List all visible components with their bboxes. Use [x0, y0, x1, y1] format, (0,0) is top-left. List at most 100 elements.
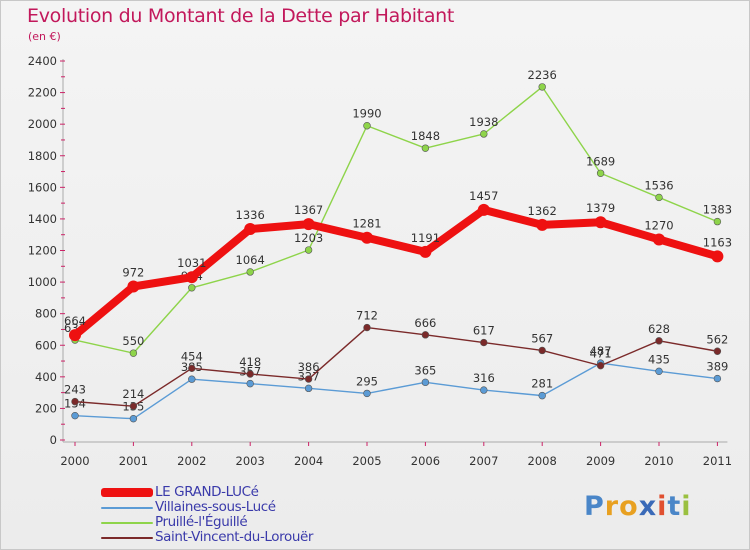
data-point-villaines-sous-luc [421, 378, 430, 387]
y-tick-label: 2000 [28, 117, 57, 131]
legend-swatch [101, 522, 153, 524]
data-point-villaines-sous-luc [713, 374, 722, 383]
data-point-le-grand-luc [185, 271, 198, 284]
data-label-pruill-l-guill: 1383 [703, 203, 732, 217]
data-point-le-grand-luc [536, 218, 549, 231]
y-tick-label: 800 [35, 307, 57, 321]
data-point-villaines-sous-luc [363, 389, 371, 398]
data-point-pruill-l-guill [538, 83, 546, 91]
y-tick-label: 2400 [28, 54, 57, 68]
proxiti-logo: Proxiti [584, 491, 692, 522]
data-point-villaines-sous-luc [188, 375, 196, 383]
series-line-saint-vincent-du-lorou-r [74, 326, 719, 407]
data-label-villaines-sous-luc: 389 [706, 360, 728, 374]
x-tick-label: 2011 [703, 454, 732, 468]
logo-letter: i [657, 491, 668, 522]
data-label-le-grand-luc: 1191 [411, 231, 440, 245]
data-point-villaines-sous-luc [129, 414, 138, 423]
data-point-pruill-l-guill [713, 217, 722, 226]
y-tick-label: 1600 [28, 180, 57, 194]
legend-label: Saint-Vincent-du-Lorouër [155, 529, 314, 545]
logo-letter: o [619, 491, 639, 522]
data-label-villaines-sous-luc: 316 [473, 371, 495, 385]
data-label-saint-vincent-du-lorou-r: 418 [239, 355, 261, 369]
data-label-le-grand-luc: 972 [122, 266, 144, 280]
logo-letter: i [681, 491, 692, 522]
data-point-pruill-l-guill [596, 169, 605, 177]
data-label-saint-vincent-du-lorou-r: 454 [181, 349, 203, 363]
legend-label: Pruillé-l'Éguillé [155, 514, 248, 530]
data-point-pruill-l-guill [655, 193, 663, 202]
data-label-le-grand-luc: 1362 [528, 204, 557, 218]
data-point-pruill-l-guill [421, 144, 430, 152]
data-point-saint-vincent-du-lorou-r [596, 361, 605, 370]
data-point-saint-vincent-du-lorou-r [71, 397, 79, 406]
data-point-saint-vincent-du-lorou-r [246, 370, 254, 378]
data-label-saint-vincent-du-lorou-r: 712 [356, 309, 378, 323]
data-label-saint-vincent-du-lorou-r: 471 [590, 347, 612, 361]
data-label-le-grand-luc: 1457 [469, 189, 498, 203]
data-label-saint-vincent-du-lorou-r: 386 [298, 360, 320, 374]
x-tick-label: 2000 [60, 454, 89, 468]
logo-letter: r [604, 491, 620, 522]
data-point-saint-vincent-du-lorou-r [655, 337, 663, 345]
y-tick-label: 1400 [28, 212, 57, 226]
y-tick-label: 200 [35, 401, 57, 415]
data-label-pruill-l-guill: 1938 [469, 115, 498, 129]
data-point-pruill-l-guill [188, 284, 196, 292]
data-point-villaines-sous-luc [304, 384, 313, 393]
data-label-pruill-l-guill: 1990 [352, 107, 381, 121]
x-tick-label: 2005 [352, 454, 381, 468]
data-label-le-grand-luc: 664 [64, 314, 86, 328]
data-point-le-grand-luc [594, 216, 607, 229]
data-point-saint-vincent-du-lorou-r [421, 331, 430, 339]
y-tick-label: 1200 [28, 244, 57, 258]
data-label-saint-vincent-du-lorou-r: 562 [706, 332, 728, 346]
data-point-villaines-sous-luc [480, 386, 488, 394]
data-point-saint-vincent-du-lorou-r [713, 347, 722, 355]
chart-title: Evolution du Montant de la Dette par Hab… [27, 5, 455, 27]
data-point-saint-vincent-du-lorou-r [304, 375, 313, 383]
data-label-villaines-sous-luc: 365 [414, 363, 436, 377]
data-label-pruill-l-guill: 2236 [528, 68, 557, 82]
legend-swatch [101, 507, 153, 509]
data-point-saint-vincent-du-lorou-r [538, 346, 546, 355]
y-tick-label: 1800 [28, 149, 57, 163]
data-label-pruill-l-guill: 1203 [294, 231, 323, 245]
data-label-saint-vincent-du-lorou-r: 628 [648, 322, 670, 336]
data-point-saint-vincent-du-lorou-r [363, 323, 371, 332]
data-point-pruill-l-guill [129, 349, 138, 357]
y-tick-label: 400 [35, 370, 57, 384]
data-point-pruill-l-guill [363, 122, 371, 130]
data-point-saint-vincent-du-lorou-r [480, 338, 488, 347]
series-line-villaines-sous-luc [74, 362, 719, 420]
data-label-villaines-sous-luc: 487 [590, 344, 612, 358]
data-point-le-grand-luc [419, 245, 432, 258]
data-point-le-grand-luc [244, 223, 257, 236]
data-point-pruill-l-guill [480, 130, 488, 138]
x-tick-label: 2010 [644, 454, 673, 468]
x-tick-label: 2009 [586, 454, 615, 468]
data-label-villaines-sous-luc: 295 [356, 374, 378, 388]
x-tick-label: 2006 [411, 454, 440, 468]
y-tick-label: 600 [35, 338, 57, 352]
data-label-saint-vincent-du-lorou-r: 243 [64, 383, 86, 397]
x-tick-label: 2002 [177, 454, 206, 468]
data-label-saint-vincent-du-lorou-r: 617 [473, 324, 495, 338]
data-label-saint-vincent-du-lorou-r: 214 [122, 387, 144, 401]
data-point-le-grand-luc [361, 231, 373, 244]
data-label-saint-vincent-du-lorou-r: 567 [531, 331, 553, 345]
x-tick-label: 2001 [119, 454, 148, 468]
data-point-villaines-sous-luc [655, 367, 663, 376]
data-point-le-grand-luc [69, 329, 81, 342]
legend-label: Villaines-sous-Lucé [155, 499, 276, 515]
data-point-saint-vincent-du-lorou-r [188, 364, 196, 373]
chart-unit-label: (en €) [28, 30, 61, 43]
data-label-le-grand-luc: 1163 [703, 235, 732, 249]
data-label-pruill-l-guill: 550 [122, 334, 144, 348]
data-point-le-grand-luc [127, 280, 140, 293]
y-tick-label: 2200 [28, 86, 57, 100]
data-point-le-grand-luc [477, 203, 490, 216]
